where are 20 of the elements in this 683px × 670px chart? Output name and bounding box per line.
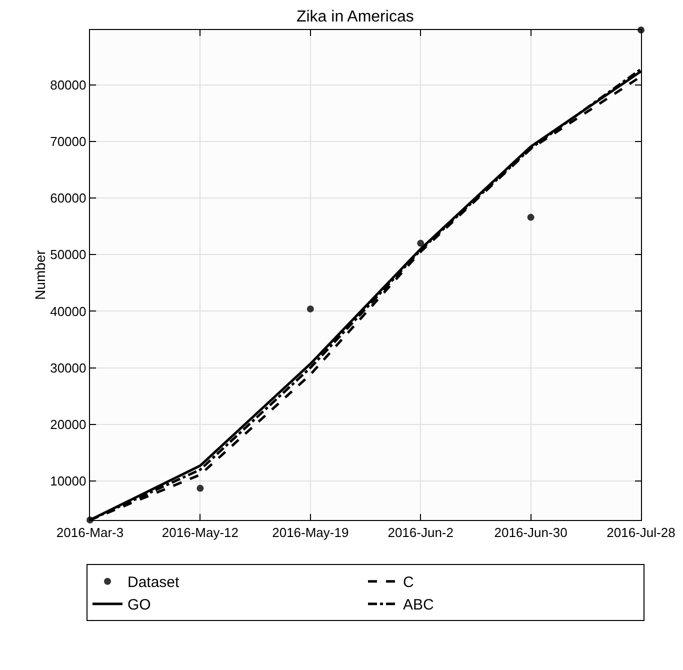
- y-tick-label: 40000: [50, 304, 86, 319]
- y-tick-label: 60000: [50, 190, 86, 206]
- y-tick-label: 80000: [50, 77, 86, 92]
- chart-title: Zika in Americas: [296, 8, 414, 26]
- y-tick-label: 70000: [50, 134, 86, 150]
- y-tick-label: 50000: [50, 247, 86, 262]
- y-tick-label: 20000: [50, 416, 86, 432]
- y-axis-title: Number: [32, 250, 48, 300]
- x-tick-label: 2016-Jun-2: [388, 524, 454, 540]
- legend-label: Dataset: [128, 574, 180, 592]
- x-tick-label: 2016-May-19: [272, 524, 349, 540]
- x-tick-label: 2016-Jul-28: [606, 524, 676, 540]
- legend-label: GO: [128, 596, 151, 614]
- y-tick-label: 10000: [50, 474, 86, 489]
- y-tick-label: 30000: [50, 360, 86, 376]
- x-tick-label: 2016-May-12: [162, 524, 239, 540]
- x-tick-label: 2016-Jun-30: [494, 524, 568, 540]
- legend-label: C: [403, 574, 414, 592]
- legend-label: ABC: [403, 596, 434, 614]
- x-tick-label: 2016-Mar-3: [56, 524, 124, 540]
